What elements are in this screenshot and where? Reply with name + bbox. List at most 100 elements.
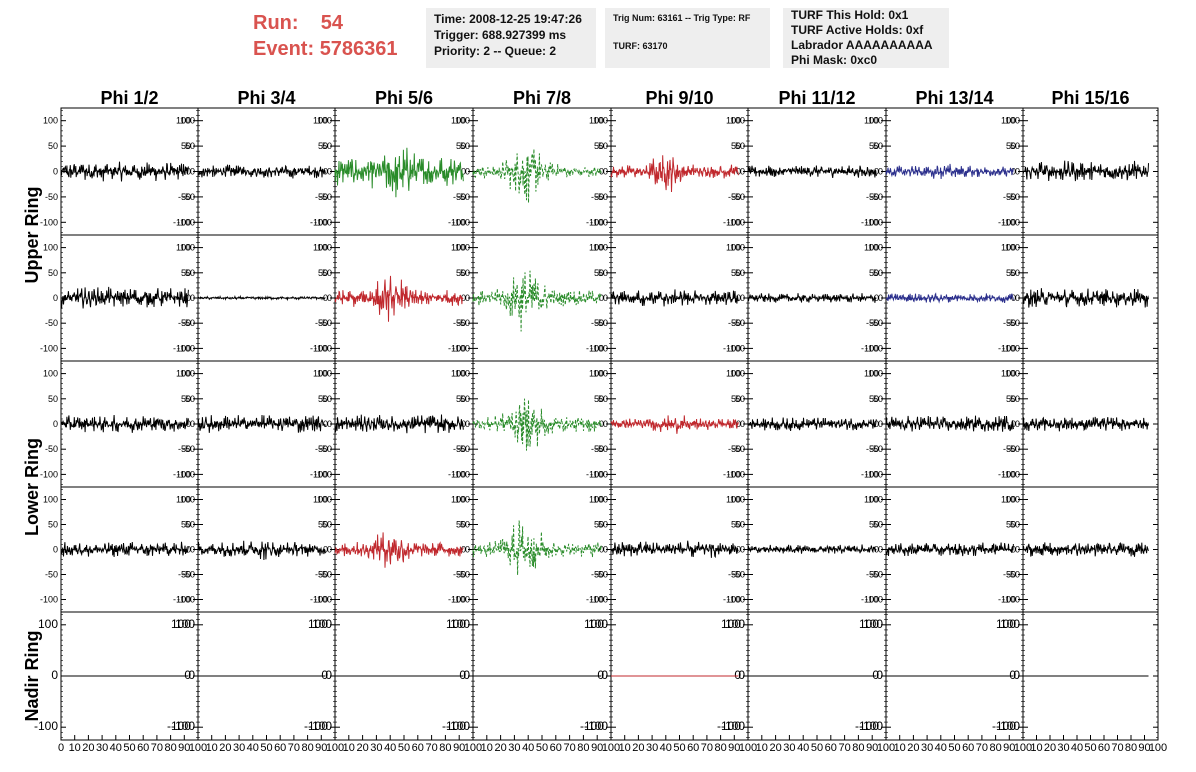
x-tick-label: 90 <box>866 742 878 754</box>
y-tick-label-left: 100 <box>43 116 58 126</box>
y-tick-label-left: 50 <box>735 141 745 151</box>
waveform-trace <box>1022 288 1149 308</box>
y-tick-label-left: -100 <box>308 719 332 733</box>
y-tick-label-right: -100 <box>861 343 879 353</box>
y-tick-label-right: -50 <box>1003 192 1016 202</box>
y-tick-label-left: 0 <box>878 419 883 429</box>
waveform-trace <box>747 293 877 303</box>
y-tick-label-right: 50 <box>869 268 879 278</box>
x-tick-label: 100 <box>1149 742 1167 754</box>
y-tick-label-left: 100 <box>1005 495 1020 505</box>
y-tick-label-left: 50 <box>873 394 883 404</box>
time-line: Time: 2008-12-25 19:47:26 <box>434 12 582 26</box>
x-tick-label: 100 <box>1014 742 1032 754</box>
y-tick-label-left: 100 <box>593 116 608 126</box>
y-tick-label-right: 100 <box>864 243 879 253</box>
y-tick-label-left: -100 <box>1002 595 1020 605</box>
waveform-trace <box>1022 542 1149 557</box>
y-tick-label-left: -100 <box>452 217 470 227</box>
y-tick-label-right: 100 <box>313 369 328 379</box>
y-tick-label-right: 0 <box>184 668 191 682</box>
y-tick-label-right: 100 <box>996 617 1016 631</box>
time-info-box: Time: 2008-12-25 19:47:26 Trigger: 688.9… <box>426 8 596 68</box>
waveform-trace <box>334 275 464 322</box>
y-tick-label-right: 0 <box>734 668 741 682</box>
x-tick-label: 20 <box>219 742 231 754</box>
y-tick-label-right: 0 <box>736 419 741 429</box>
waveform-trace <box>334 414 464 434</box>
y-tick-label-left: -50 <box>182 444 195 454</box>
y-tick-label-right: 100 <box>171 617 191 631</box>
x-tick-label: 80 <box>989 742 1001 754</box>
x-tick-label: 60 <box>274 742 286 754</box>
y-tick-label-left: 0 <box>876 668 883 682</box>
y-tick-label-right: -100 <box>586 343 604 353</box>
waveform-trace <box>472 270 602 332</box>
y-tick-label-left: -100 <box>865 595 883 605</box>
y-tick-label-left: -100 <box>40 469 58 479</box>
waveform-trace <box>472 520 602 576</box>
x-tick-label: 10 <box>481 742 493 754</box>
y-tick-label-right: 0 <box>599 545 604 555</box>
y-tick-label-left: -50 <box>1007 192 1020 202</box>
y-tick-label-left: 100 <box>180 369 195 379</box>
column-title: Phi 7/8 <box>513 88 571 108</box>
waveform-trace <box>197 294 326 302</box>
x-tick-label: 50 <box>536 742 548 754</box>
y-tick-label-right: 0 <box>874 419 879 429</box>
x-tick-label: 30 <box>1057 742 1069 754</box>
y-tick-label-left: 100 <box>730 116 745 126</box>
y-tick-label-left: -50 <box>870 192 883 202</box>
y-tick-label-left: -50 <box>595 192 608 202</box>
y-tick-label-left: 100 <box>730 369 745 379</box>
y-tick-label-right: 50 <box>869 394 879 404</box>
y-tick-label-left: -100 <box>859 719 883 733</box>
y-tick-label-left: -100 <box>727 469 745 479</box>
y-tick-label-left: 0 <box>53 545 58 555</box>
y-tick-label-left: 100 <box>593 495 608 505</box>
y-tick-label-right: 100 <box>726 116 741 126</box>
y-tick-label-left: 100 <box>180 243 195 253</box>
y-tick-label-right: 50 <box>594 268 604 278</box>
waveform-trace <box>1022 416 1149 432</box>
y-tick-label-left: 100 <box>317 495 332 505</box>
x-tick-label: 70 <box>425 742 437 754</box>
y-tick-label-left: 100 <box>455 369 470 379</box>
y-tick-label-right: -100 <box>586 469 604 479</box>
y-tick-label-right: -100 <box>723 217 741 227</box>
x-tick-label: 20 <box>82 742 94 754</box>
y-tick-label-left: 0 <box>1015 545 1020 555</box>
y-tick-label-left: -50 <box>870 444 883 454</box>
y-tick-label-left: 0 <box>740 419 745 429</box>
y-tick-label-left: -100 <box>996 719 1020 733</box>
y-tick-label-left: 0 <box>740 545 745 555</box>
y-tick-label-right: -50 <box>728 192 741 202</box>
x-tick-label: 100 <box>602 742 620 754</box>
y-tick-label-right: 0 <box>461 419 466 429</box>
y-tick-label-left: 50 <box>48 268 58 278</box>
y-tick-label-left: 100 <box>312 617 332 631</box>
y-tick-label-right: -50 <box>591 318 604 328</box>
y-tick-label-left: -50 <box>1007 570 1020 580</box>
y-tick-label-left: 100 <box>868 369 883 379</box>
y-tick-label-right: -100 <box>723 343 741 353</box>
y-tick-label-left: 50 <box>460 520 470 530</box>
y-tick-label-right: -50 <box>728 318 741 328</box>
y-tick-label-right: -50 <box>728 570 741 580</box>
y-tick-label-right: 50 <box>456 520 466 530</box>
x-tick-label: 40 <box>247 742 259 754</box>
y-tick-label-left: -100 <box>452 595 470 605</box>
y-tick-label-left: 100 <box>868 243 883 253</box>
waveform-trace <box>197 164 326 179</box>
y-tick-label-left: -50 <box>319 444 332 454</box>
column-title: Phi 11/12 <box>778 88 855 108</box>
x-tick-label: 30 <box>233 742 245 754</box>
y-tick-label-left: 50 <box>185 394 195 404</box>
y-tick-label-right: 0 <box>186 293 191 303</box>
y-tick-label-right: -100 <box>723 595 741 605</box>
y-tick-label-left: -100 <box>590 469 608 479</box>
waveform-trace <box>1022 160 1149 182</box>
x-tick-label: 30 <box>96 742 108 754</box>
y-tick-label-right: 100 <box>589 369 604 379</box>
